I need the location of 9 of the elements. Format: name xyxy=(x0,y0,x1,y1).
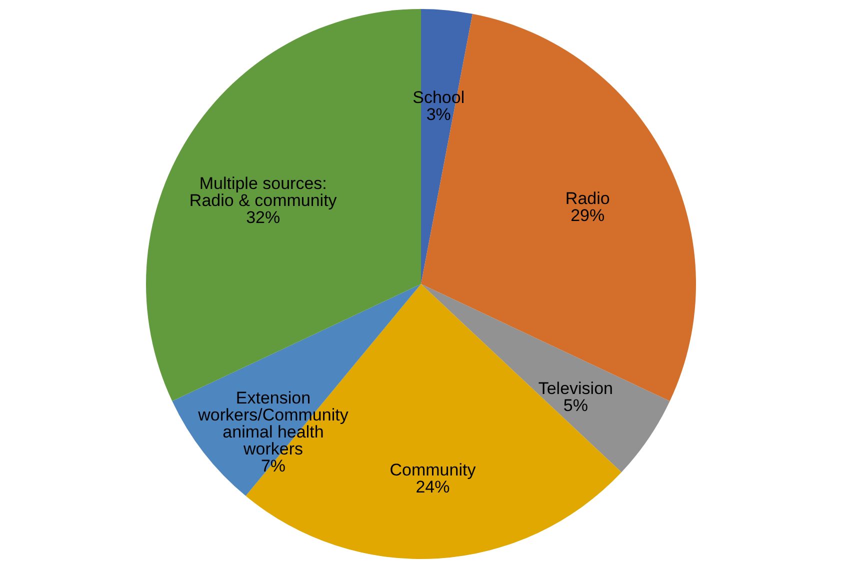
data-label: 32% xyxy=(246,208,280,227)
data-label: 3% xyxy=(426,104,451,124)
slice-label: Radio xyxy=(565,189,610,208)
slice-label: Television xyxy=(538,379,613,398)
data-label: 24% xyxy=(416,478,450,497)
slice-label: Community xyxy=(390,460,476,480)
slice-label: Multiple sources: Radio & community xyxy=(189,174,338,210)
data-label: 5% xyxy=(563,396,588,416)
data-label: 29% xyxy=(570,206,605,226)
